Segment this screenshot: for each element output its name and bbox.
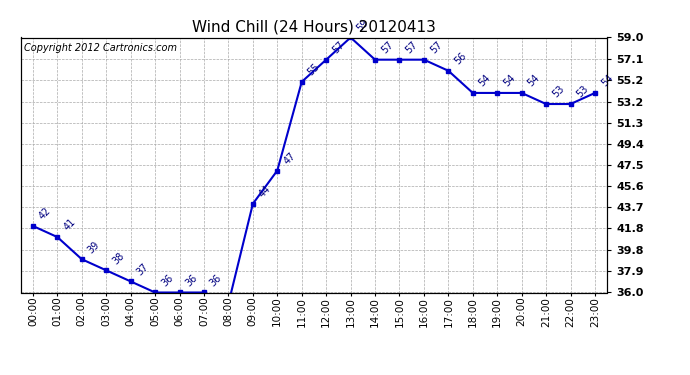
Text: 56: 56: [453, 51, 469, 67]
Text: 57: 57: [331, 40, 346, 56]
Text: 35: 35: [0, 374, 1, 375]
Text: Copyright 2012 Cartronics.com: Copyright 2012 Cartronics.com: [23, 43, 177, 52]
Text: 41: 41: [61, 217, 77, 233]
Text: 54: 54: [477, 73, 493, 89]
Text: 54: 54: [526, 73, 542, 89]
Text: 39: 39: [86, 239, 101, 255]
Text: 53: 53: [575, 84, 591, 100]
Text: 44: 44: [257, 184, 273, 200]
Text: 36: 36: [184, 273, 199, 288]
Text: 54: 54: [599, 73, 615, 89]
Text: 36: 36: [208, 273, 224, 288]
Text: 37: 37: [135, 261, 150, 277]
Text: 55: 55: [306, 62, 322, 78]
Text: 38: 38: [110, 251, 126, 266]
Text: 53: 53: [550, 84, 566, 100]
Text: 36: 36: [159, 273, 175, 288]
Title: Wind Chill (24 Hours) 20120413: Wind Chill (24 Hours) 20120413: [192, 20, 436, 35]
Text: 42: 42: [37, 206, 53, 222]
Text: 57: 57: [404, 40, 420, 56]
Text: 59: 59: [355, 18, 371, 33]
Text: 54: 54: [502, 73, 518, 89]
Text: 57: 57: [428, 40, 444, 56]
Text: 47: 47: [282, 150, 297, 166]
Text: 57: 57: [380, 40, 395, 56]
